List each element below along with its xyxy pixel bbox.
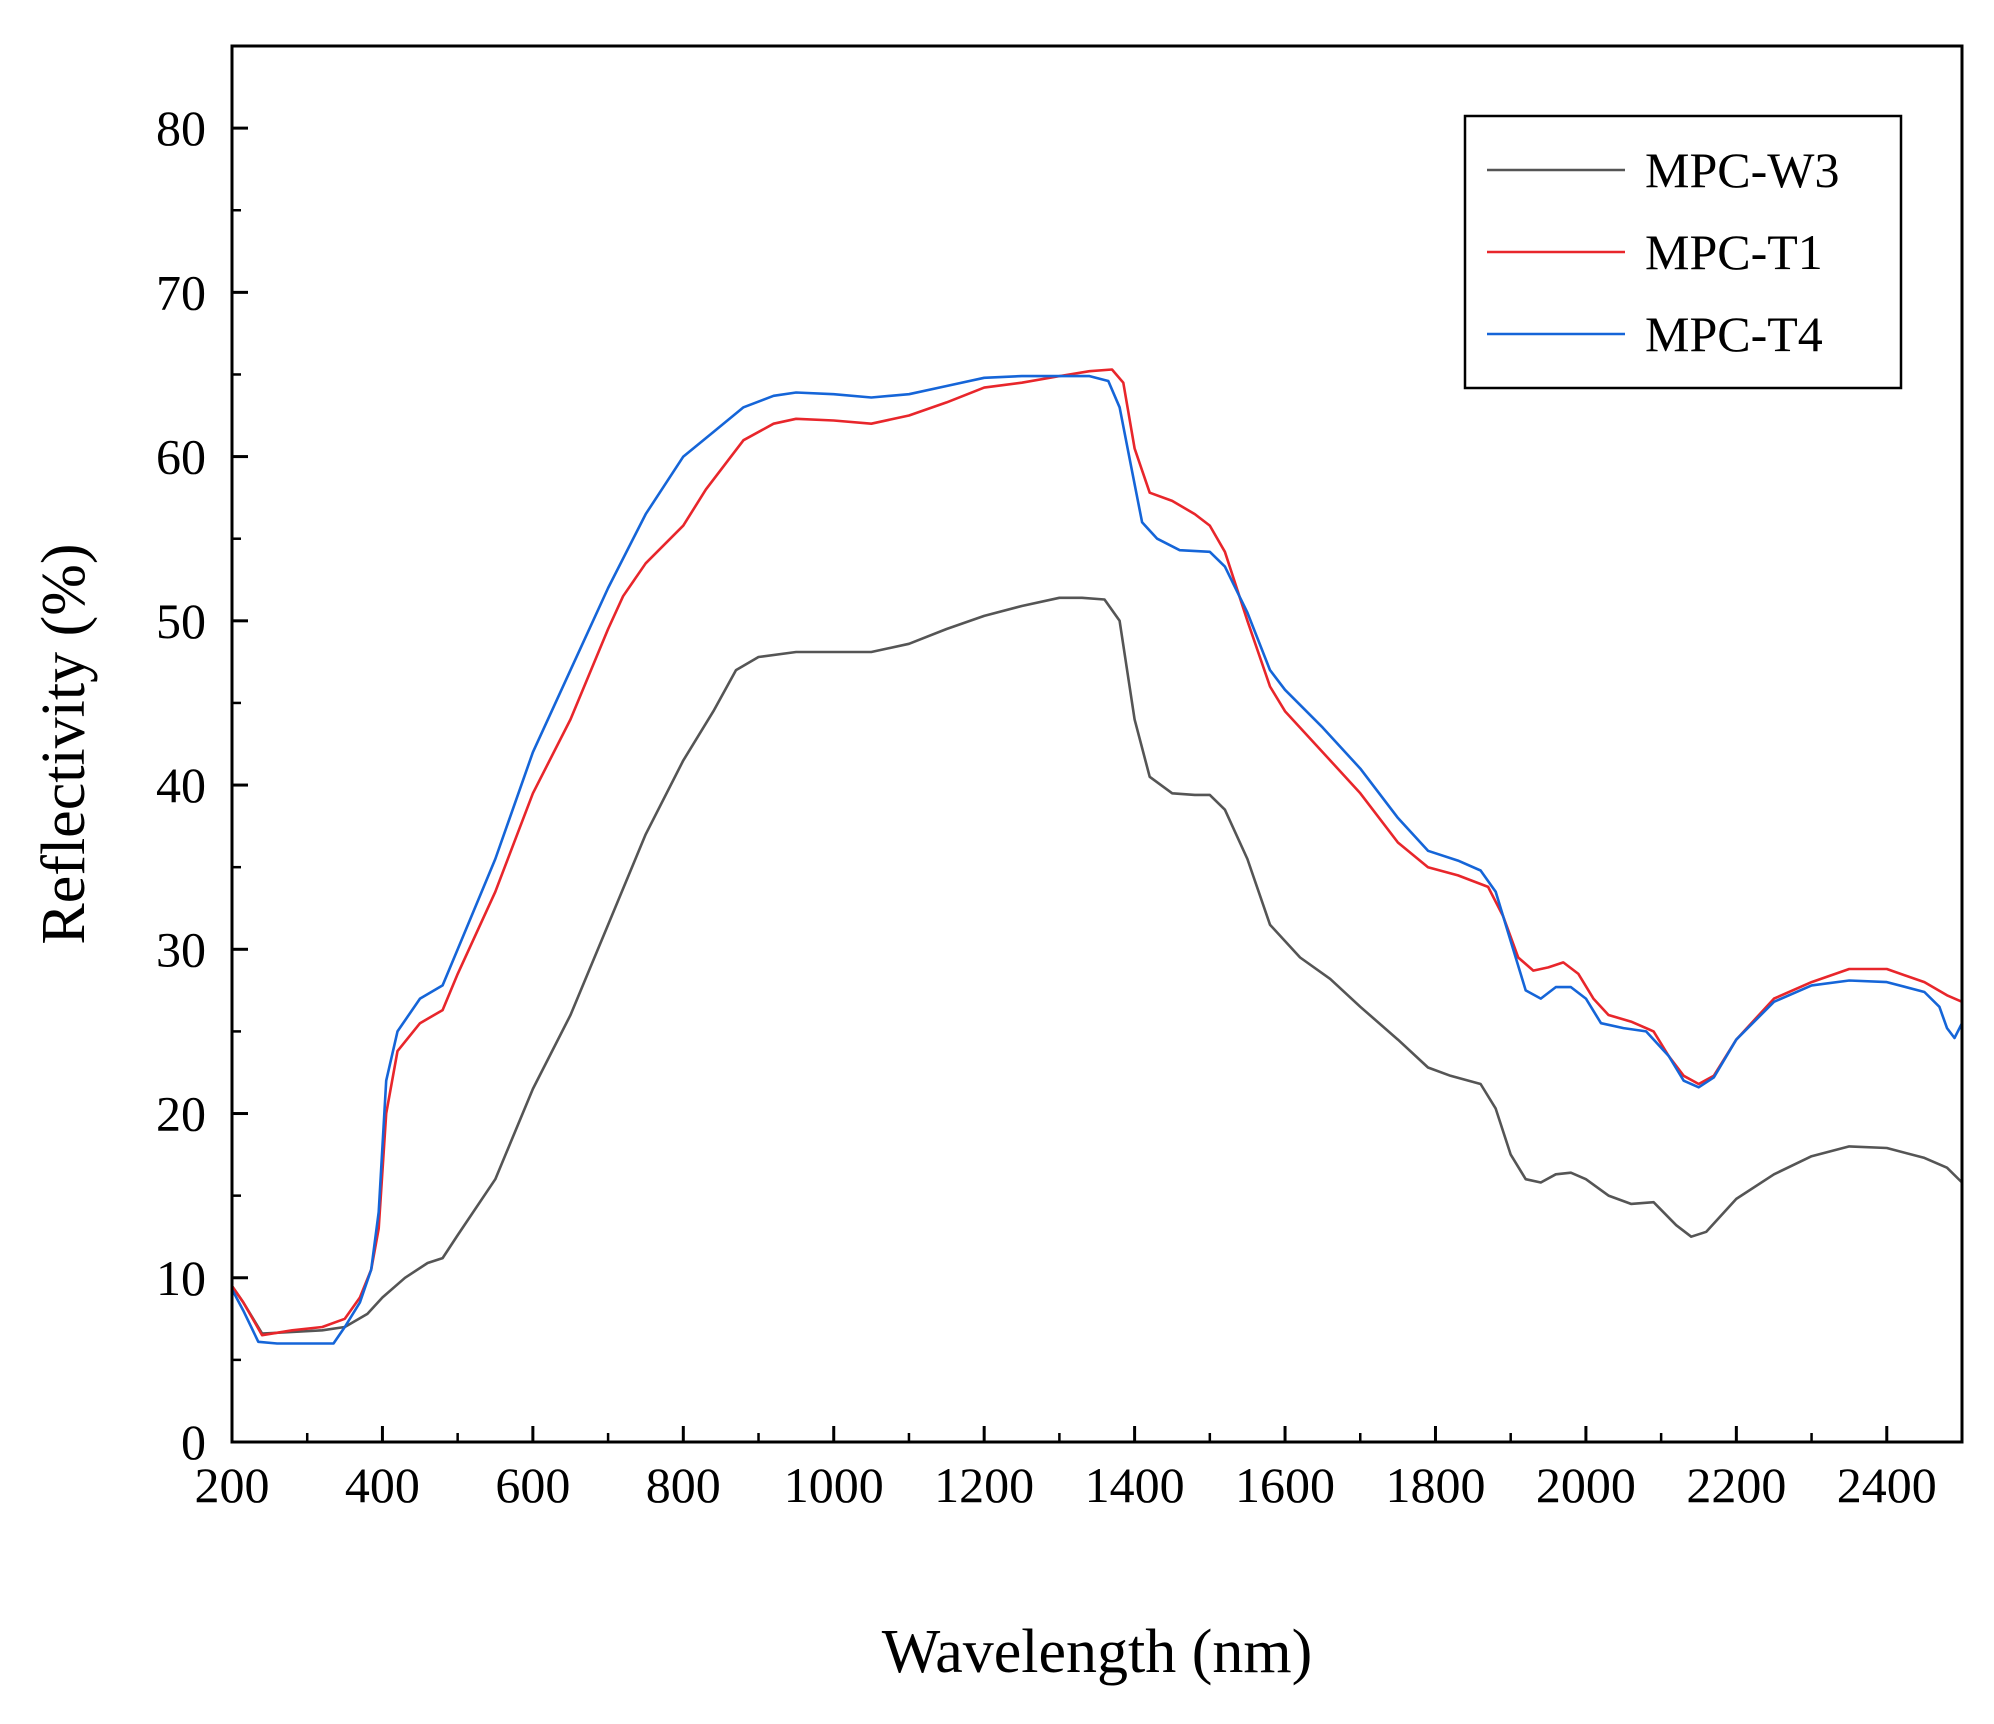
y-tick-label: 80 bbox=[156, 100, 206, 156]
x-tick-label: 2200 bbox=[1686, 1457, 1786, 1513]
x-tick-label: 800 bbox=[646, 1457, 721, 1513]
series-line-mpc-t4 bbox=[230, 374, 1964, 1345]
y-tick-label: 50 bbox=[156, 593, 206, 649]
x-axis-title: Wavelength (nm) bbox=[882, 1618, 1313, 1686]
legend-label: MPC-W3 bbox=[1645, 142, 1839, 198]
legend: MPC-W3 MPC-T1 MPC-T4 bbox=[1463, 114, 1903, 390]
x-axis: 200 400 600 800 1000 1200 1400 1600 1800 2000 2200… bbox=[195, 1426, 1964, 1513]
x-tick-label: 1600 bbox=[1235, 1457, 1335, 1513]
x-tick-label: 200 bbox=[195, 1457, 270, 1513]
x-tick-label: 1800 bbox=[1385, 1457, 1485, 1513]
x-tick-label: 400 bbox=[345, 1457, 420, 1513]
y-tick-label: 40 bbox=[156, 757, 206, 813]
x-tick-label: 1200 bbox=[934, 1457, 1034, 1513]
y-tick-label: 20 bbox=[156, 1086, 206, 1142]
y-tick-label: 10 bbox=[156, 1250, 206, 1306]
y-tick-label: 60 bbox=[156, 429, 206, 485]
x-tick-label: 2400 bbox=[1837, 1457, 1937, 1513]
series-layer bbox=[230, 368, 1964, 1345]
y-tick-label: 70 bbox=[156, 264, 206, 320]
x-tick-label: 1400 bbox=[1085, 1457, 1185, 1513]
x-tick-label: 1000 bbox=[784, 1457, 884, 1513]
y-axis: 0 10 20 30 40 50 60 70 80 bbox=[156, 44, 248, 1470]
legend-label: MPC-T1 bbox=[1645, 224, 1823, 280]
series-line-mpc-t1 bbox=[230, 368, 1964, 1337]
y-axis-title: Reflectivity (%) bbox=[30, 543, 98, 944]
x-tick-label: 600 bbox=[495, 1457, 570, 1513]
plot-frame bbox=[230, 44, 1964, 1444]
legend-label: MPC-T4 bbox=[1645, 306, 1823, 362]
series-line-mpc-w3 bbox=[230, 596, 1964, 1335]
x-tick-label: 2000 bbox=[1536, 1457, 1636, 1513]
y-tick-label: 0 bbox=[181, 1414, 206, 1470]
y-tick-label: 30 bbox=[156, 921, 206, 977]
